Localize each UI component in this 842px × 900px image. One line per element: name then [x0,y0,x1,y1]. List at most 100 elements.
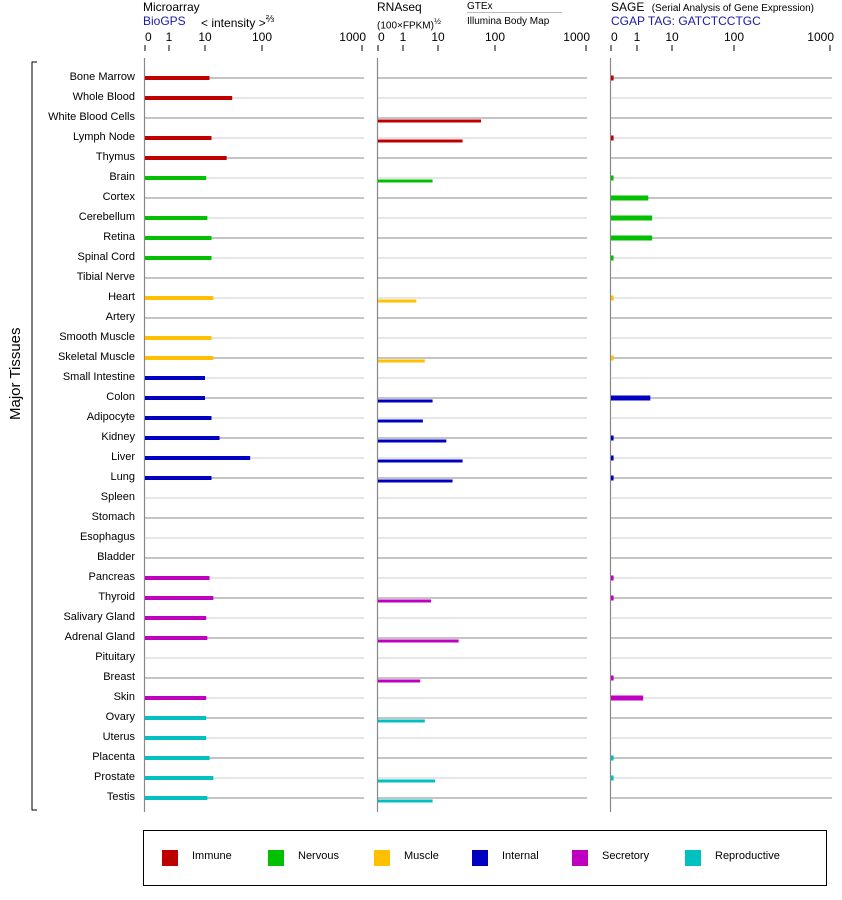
legend-label: Reproductive [715,850,780,862]
tissue-label: Adrenal Gland [64,631,135,643]
tissue-label: Skeletal Muscle [57,351,135,363]
bar-1-30 [378,679,421,683]
bar-0-18 [145,436,220,440]
bar-1-3 [378,139,463,143]
bar-1-36 [378,799,433,803]
bar-2-7 [611,215,653,221]
bar-0-17 [145,416,212,420]
tissue-label: Salivary Gland [63,611,135,623]
bar-0-14 [145,356,214,360]
tissue-label: Brain [109,171,135,183]
bar-2-0 [611,75,614,81]
tick-label: 100 [252,30,272,44]
tissue-label: Tibial Nerve [76,271,135,283]
tissue-label: White Blood Cells [48,111,135,123]
tissue-label: Bone Marrow [69,71,135,83]
bar-2-8 [611,235,653,241]
bar-2-20 [611,475,614,481]
legend-swatch [472,850,488,866]
tick-label: 1 [634,30,641,44]
bar-2-35 [611,775,614,781]
bar-0-32 [145,716,207,720]
microarray-title: Microarray [143,0,200,14]
bar-0-7 [145,216,208,220]
bar-0-34 [145,756,210,760]
microarray-unit: < intensity >⅔ [201,14,274,30]
sage-label: SAGE [611,0,645,14]
bar-0-19 [145,456,251,460]
tissue-label: Small Intestine [62,371,135,383]
tissue-label: Colon [106,391,135,403]
bar-2-18 [611,435,614,441]
bar-2-6 [611,195,649,201]
tissue-label: Kidney [101,431,135,443]
tick-label: 100 [724,30,744,44]
tick-label: 1 [166,30,173,44]
legend-label: Nervous [298,850,339,862]
tissue-label: Heart [108,291,135,303]
bar-2-25 [611,575,614,581]
bar-2-3 [611,135,614,141]
bar-0-26 [145,596,214,600]
legend-swatch [374,850,390,866]
tissue-label: Breast [103,671,135,683]
bar-0-4 [145,156,227,160]
bar-0-25 [145,576,210,580]
tick-label: 10 [665,30,679,44]
rnaseq-unit: (100×FPKM)½ [377,16,441,31]
tissue-label: Ovary [105,711,135,723]
legend-swatch [268,850,284,866]
bar-1-20 [378,479,453,483]
tissue-label: Cortex [102,191,135,203]
bar-0-31 [145,696,207,700]
tick-label: 100 [485,30,505,44]
bar-0-0 [145,76,210,80]
bar-1-26 [378,599,431,603]
tissue-label: Esophagus [79,531,135,543]
tissue-label: Liver [111,451,135,463]
tissue-label: Retina [103,231,135,243]
tissue-label: Testis [106,791,135,803]
legend-label: Muscle [404,850,439,862]
bar-2-30 [611,675,614,681]
legend-swatch [572,850,588,866]
tissue-label: Placenta [92,751,135,763]
tissue-label: Adipocyte [86,411,135,423]
bar-2-9 [611,255,614,261]
bar-0-15 [145,376,205,380]
bar-0-5 [145,176,207,180]
bar-1-11 [378,299,417,303]
tissue-label: Lung [110,471,135,483]
intensity-label: < intensity > [201,16,266,30]
tick-label: 0 [378,30,385,44]
legend-label: Secretory [602,850,650,862]
bar-0-36 [145,796,208,800]
tissue-label: Thymus [95,151,135,163]
sage-note: (Serial Analysis of Gene Expression) [651,3,814,14]
bar-2-34 [611,755,614,761]
bar-2-14 [611,355,614,361]
bar-0-8 [145,236,212,240]
tick-label: 1000 [563,30,590,44]
bar-0-9 [145,256,212,260]
exponent: ⅔ [265,14,275,25]
rnaseq-title: RNAseq [377,0,422,14]
cgap-tag-link[interactable]: CGAP TAG: GATCTCCTGC [611,14,761,28]
tissue-label: Stomach [91,511,135,523]
tissue-label: Prostate [94,771,135,783]
tick-label: 1 [400,30,407,44]
bar-2-5 [611,175,614,181]
illumina-label: Illumina Body Map [467,16,550,27]
tissue-label: Pancreas [88,571,135,583]
bar-0-13 [145,336,212,340]
fpkm-label: (100×FPKM) [377,20,434,32]
biogps-link[interactable]: BioGPS [143,14,186,28]
bar-0-16 [145,396,205,400]
bar-0-33 [145,736,207,740]
bar-0-20 [145,476,212,480]
bar-0-28 [145,636,208,640]
bar-2-11 [611,295,614,301]
tissue-label: Pituitary [95,651,135,663]
bar-1-16 [378,399,433,403]
